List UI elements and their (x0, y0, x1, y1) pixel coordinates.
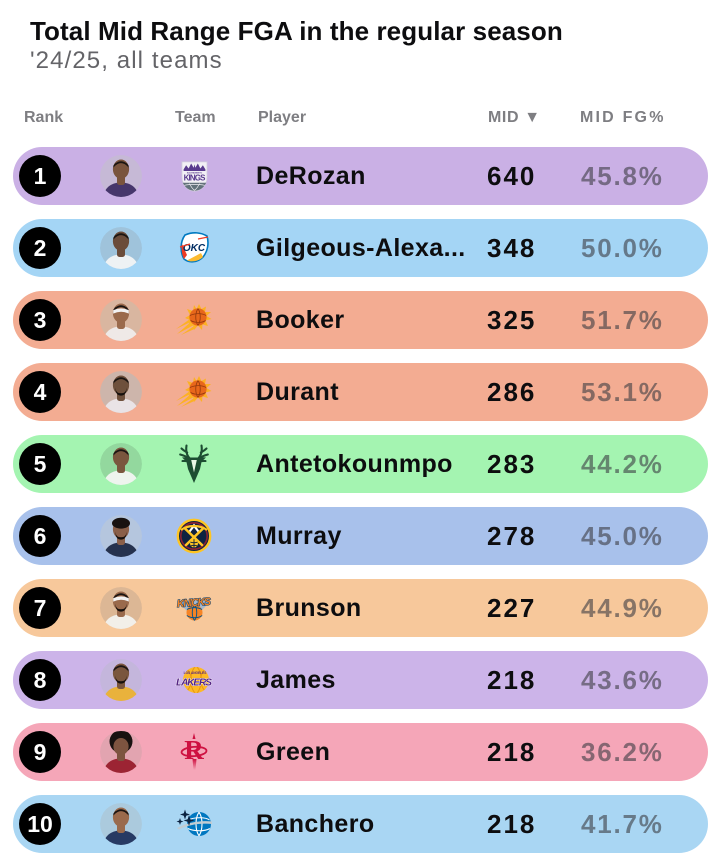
svg-text:LOS ANGELES: LOS ANGELES (184, 671, 207, 675)
svg-text:KINGS: KINGS (183, 173, 205, 182)
svg-text:LAKERS: LAKERS (176, 677, 212, 689)
svg-text:KNICKS: KNICKS (177, 596, 212, 610)
svg-text:OKC: OKC (183, 243, 206, 254)
svg-text:R: R (184, 735, 204, 765)
svg-text:SACRAMENTO: SACRAMENTO (186, 171, 202, 174)
